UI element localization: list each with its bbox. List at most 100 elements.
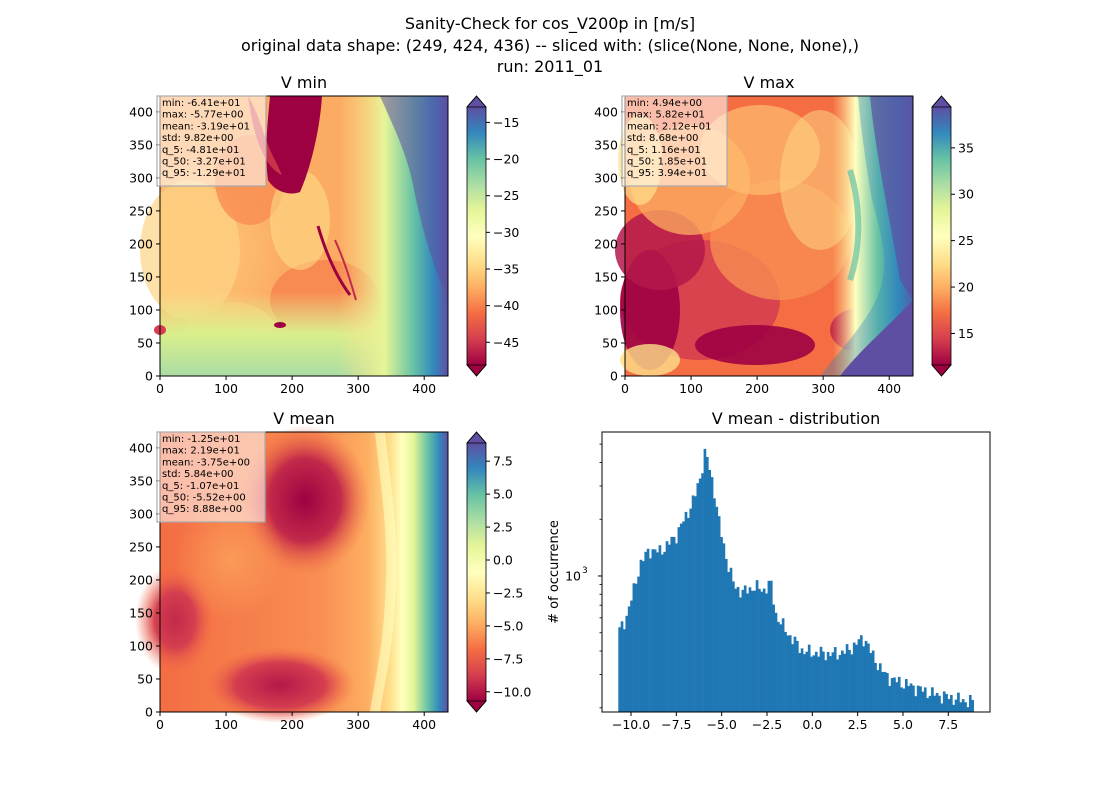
x-tick-label: 300 <box>811 381 835 396</box>
stats-line: max: 2.19e+01 <box>162 446 240 457</box>
colorbar-ticks: 7.5 5.0 2.5 0.0 −2.5 −5.0 −7.5 −10.0 <box>486 454 531 699</box>
x-axis: 0 100 200 300 400 <box>156 712 436 732</box>
figure-title-line-1: Sanity-Check for cos_V200p in [m/s] <box>405 14 695 34</box>
histogram-bar <box>833 647 837 712</box>
histogram-bar <box>791 644 794 712</box>
y-tick-label: 250 <box>129 203 153 218</box>
y-tick-label: 400 <box>594 104 618 119</box>
histogram-bar <box>732 581 735 712</box>
histogram-bar <box>949 695 953 712</box>
stats-line: min: 4.94e+00 <box>627 98 702 109</box>
y-tick-label: 100 <box>129 302 153 317</box>
x-tick-label: 400 <box>412 717 436 732</box>
histogram-bar <box>772 604 775 712</box>
stats-line: mean: -3.19e+01 <box>162 121 250 132</box>
histogram-bar <box>656 552 659 712</box>
histogram-bar <box>940 703 944 712</box>
histogram-bar <box>623 629 626 712</box>
histogram-bar <box>964 702 967 712</box>
x-tick-label: −2.5 <box>752 717 782 732</box>
histogram-bar <box>748 587 752 712</box>
histogram-bar <box>672 536 676 712</box>
histogram-bar <box>788 635 792 712</box>
colorbar-ticks: −15 −20 −25 −30 −35 −40 −45 <box>486 115 519 350</box>
histogram-bar <box>739 597 742 712</box>
histogram-bar <box>897 676 901 712</box>
colorbar-tick-label: 30 <box>958 187 974 202</box>
histogram-bar <box>886 673 889 712</box>
histogram-bar <box>850 654 854 712</box>
histogram-bar <box>710 477 714 712</box>
colorbar-tick-label: 0.0 <box>493 553 513 568</box>
histogram-bar <box>625 615 629 712</box>
x-tick-label: −10.0 <box>612 717 650 732</box>
histogram-bar <box>845 644 849 712</box>
histogram-bar <box>871 650 875 712</box>
y-tick-label: 150 <box>129 269 153 284</box>
colorbar-tick-label: 25 <box>958 233 974 248</box>
plot-frame <box>601 431 991 713</box>
colorbar: 35 30 25 20 15 <box>931 95 974 377</box>
stats-line: std: 8.68e+00 <box>627 133 699 144</box>
histogram-bar <box>829 656 832 712</box>
histogram-bar <box>800 648 804 712</box>
stats-line: max: -5.77e+00 <box>162 110 243 121</box>
histogram-bar <box>814 651 818 712</box>
colorbar-tick-label: −5.0 <box>493 618 523 633</box>
y-axis: 10 3 <box>565 443 602 709</box>
figure-title-line-2: original data shape: (249, 424, 436) -- … <box>241 36 859 55</box>
histogram-bar <box>663 551 666 712</box>
y-tick-label: 200 <box>129 572 153 587</box>
y-tick-label: 400 <box>129 440 153 455</box>
histogram-bar <box>627 606 631 712</box>
histogram-bar <box>945 693 948 712</box>
histogram-bar <box>660 554 664 712</box>
histogram-bar <box>694 496 697 712</box>
histogram-bar <box>852 642 856 712</box>
histogram-bar <box>900 687 903 712</box>
panel-title: V max <box>744 73 795 92</box>
stats-line: max: 5.82e+01 <box>627 110 705 121</box>
x-tick-label: 100 <box>214 381 238 396</box>
histogram-bar <box>677 527 681 712</box>
histogram-bar <box>869 653 873 712</box>
histogram-bar <box>675 543 678 712</box>
y-tick-label: 300 <box>129 506 153 521</box>
colorbar-tick-label: 20 <box>958 280 974 295</box>
histogram-bar <box>658 545 662 712</box>
histogram-bar <box>803 654 806 712</box>
colorbar-tick-label: 5.0 <box>493 487 513 502</box>
y-axis-label: # of occurrence <box>547 520 562 624</box>
histogram-bar <box>843 653 847 712</box>
histogram-bar <box>841 650 844 712</box>
histogram-bar <box>743 585 747 712</box>
stats-line: mean: -3.75e+00 <box>162 457 250 468</box>
histogram-bar <box>720 537 723 712</box>
x-tick-label: 300 <box>346 717 370 732</box>
histogram-bar <box>703 448 707 712</box>
stats-line: q_95: -1.29e+01 <box>162 168 246 179</box>
histogram-bar <box>935 692 939 712</box>
x-tick-label: 0 <box>621 381 629 396</box>
panel-v-max: V max 0 100 200 300 400 0 50 100 150 200 250 300 35… <box>594 73 974 396</box>
histogram-bar <box>857 639 861 712</box>
histogram-bar <box>848 649 851 712</box>
histogram-bar <box>966 707 970 712</box>
y-tick-label: 150 <box>129 605 153 620</box>
histogram-bar <box>961 699 965 712</box>
panel-v-min: V min 0 100 200 300 400 0 50 100 150 200 250 300 35… <box>129 73 519 396</box>
stats-line: q_50: -3.27e+01 <box>162 157 246 168</box>
histogram-bar <box>750 590 754 712</box>
histogram-bar <box>698 478 702 712</box>
y-axis: 0 50 100 150 200 250 300 350 400 <box>594 104 625 384</box>
colorbar-tick-label: −45 <box>493 335 519 350</box>
histogram-bar <box>904 679 908 712</box>
histogram-bar <box>859 635 863 712</box>
histogram-bar <box>762 588 766 712</box>
histogram-bar <box>826 651 830 712</box>
stats-line: mean: 2.12e+01 <box>627 121 711 132</box>
histogram-bar <box>687 517 690 712</box>
